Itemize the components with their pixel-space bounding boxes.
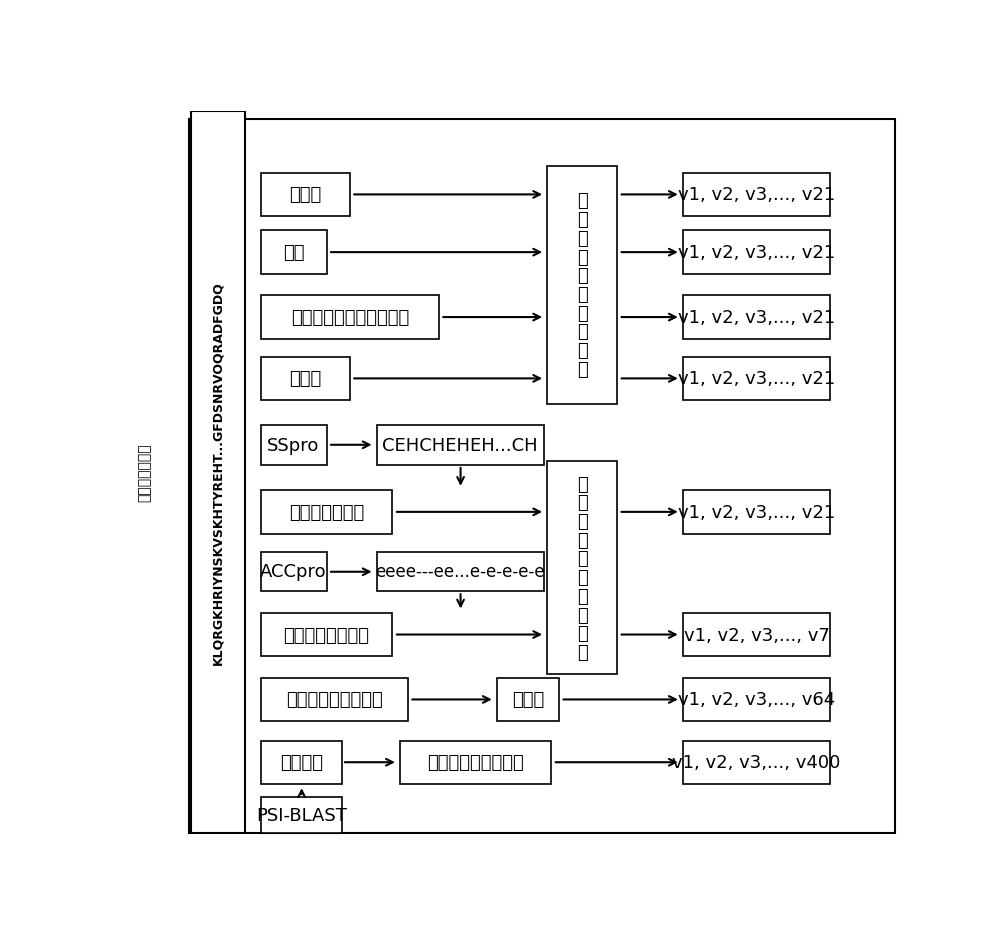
Bar (261, 231, 326, 274)
Bar (377, 552, 544, 592)
Text: v1, v2, v3,..., v21: v1, v2, v3,..., v21 (678, 309, 835, 327)
Bar (683, 490, 830, 534)
Text: 全
局
蛋
白
质
序
列
描
述
符: 全 局 蛋 白 质 序 列 描 述 符 (577, 475, 588, 661)
Text: 侧链的带电性和极性: 侧链的带电性和极性 (286, 691, 383, 709)
Text: SSpro: SSpro (267, 437, 320, 455)
Bar (261, 358, 350, 401)
Text: ACCpro: ACCpro (260, 563, 327, 580)
Text: PSI-BLAST: PSI-BLAST (256, 806, 347, 824)
Text: v1, v2, v3,..., v64: v1, v2, v3,..., v64 (678, 691, 835, 709)
Bar (261, 490, 392, 534)
Text: 规范化的范德瓦尔斯体积: 规范化的范德瓦尔斯体积 (291, 309, 409, 327)
Text: v1, v2, v3,..., v21: v1, v2, v3,..., v21 (678, 504, 835, 521)
Text: 一条蛋白质序列: 一条蛋白质序列 (137, 444, 151, 502)
Bar (547, 167, 617, 404)
Bar (261, 426, 326, 465)
Bar (683, 173, 830, 217)
Text: CEHCHEHEH...CH: CEHCHEHEH...CH (382, 437, 538, 455)
Text: v1, v2, v3,..., v7: v1, v2, v3,..., v7 (684, 626, 830, 644)
Bar (377, 426, 544, 465)
Text: 极性: 极性 (283, 244, 304, 262)
Text: 进化信息: 进化信息 (280, 753, 323, 771)
Bar (683, 678, 830, 722)
Bar (683, 740, 830, 784)
Bar (191, 112, 245, 833)
Text: 疏水性: 疏水性 (289, 186, 321, 204)
Text: v1, v2, v3,..., v21: v1, v2, v3,..., v21 (678, 186, 835, 204)
Text: 三联体: 三联体 (512, 691, 544, 709)
Bar (261, 678, 408, 722)
Bar (547, 461, 617, 675)
Text: 位置特异性打分矩阵: 位置特异性打分矩阵 (427, 753, 524, 771)
Bar (261, 552, 326, 592)
Bar (261, 740, 342, 784)
Text: v1, v2, v3,..., v21: v1, v2, v3,..., v21 (678, 370, 835, 388)
Text: 全
局
蛋
白
质
序
列
描
述
符: 全 局 蛋 白 质 序 列 描 述 符 (577, 192, 588, 378)
Bar (261, 296, 439, 340)
Bar (261, 173, 350, 217)
Bar (497, 678, 559, 722)
Bar (261, 613, 392, 656)
Bar (683, 231, 830, 274)
Text: v1, v2, v3,..., v21: v1, v2, v3,..., v21 (678, 244, 835, 262)
Bar (683, 296, 830, 340)
Text: 预测的二级结构: 预测的二级结构 (289, 504, 364, 521)
Text: KLQRGKHRIYNSKVSKHTYREHT...GFDSNRVOQRADFGDQ: KLQRGKHRIYNSKVSKHTYREHT...GFDSNRVOQRADFG… (212, 281, 224, 665)
Text: 极化性: 极化性 (289, 370, 321, 388)
Bar (683, 358, 830, 401)
Bar (683, 613, 830, 656)
Bar (400, 740, 551, 784)
Text: 预测的溶剂可及性: 预测的溶剂可及性 (284, 626, 370, 644)
Bar (261, 797, 342, 833)
Text: v1, v2, v3,..., v400: v1, v2, v3,..., v400 (672, 753, 841, 771)
Text: eeee---ee...e-e-e-e-e: eeee---ee...e-e-e-e-e (375, 563, 545, 580)
